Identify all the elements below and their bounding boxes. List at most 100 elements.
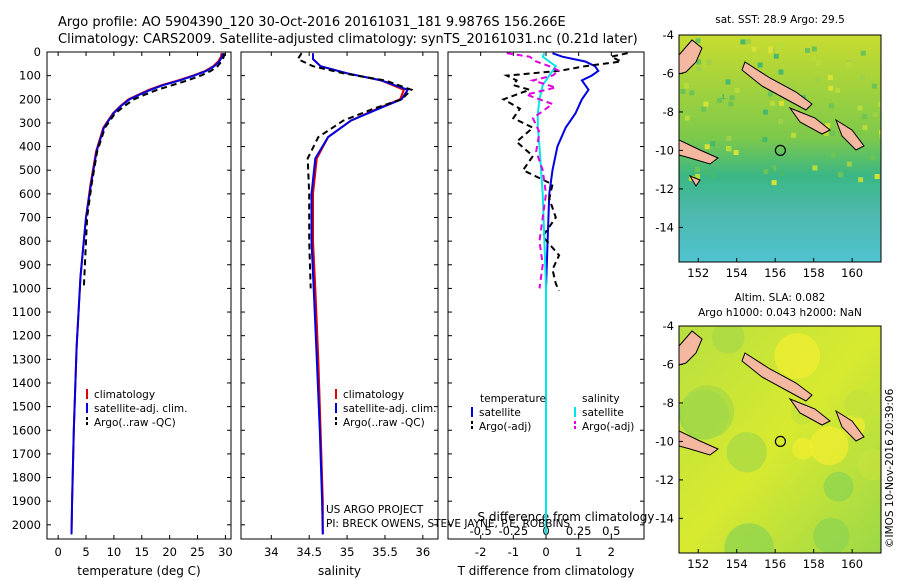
watermark-text: ©IMOS 10-Nov-2016 20:39:06 — [884, 388, 896, 548]
ytick-label-1800: 1800 — [12, 471, 41, 485]
xtick-label-salinity-1: 34.5 — [296, 545, 322, 559]
sst-map-xtick-label-158: 158 — [803, 266, 825, 280]
legend-label-salinity-1: satellite-adj. clim. — [343, 403, 436, 415]
legend-label-salinity-2: Argo(..raw -QC) — [343, 417, 425, 429]
sla-argo-marker — [774, 435, 787, 447]
sst-cell — [745, 39, 751, 45]
sst-argo-marker — [774, 144, 787, 156]
xlabel2-differences: S difference from climatology — [478, 510, 655, 524]
sst-cell — [711, 173, 717, 178]
sst-cell — [812, 165, 818, 171]
ytick-label-1900: 1900 — [12, 494, 41, 508]
sst-cell — [810, 55, 816, 61]
legend-label-temperature-0: climatology — [94, 389, 155, 401]
sst-cell — [696, 66, 702, 72]
project-text: US ARGO PROJECT — [326, 504, 424, 516]
sst-cell — [703, 101, 709, 107]
xtick-label-salinity-4: 36 — [416, 545, 431, 559]
xtick-label-temperature-6: 30 — [218, 545, 233, 559]
ytick-label-500: 500 — [19, 163, 41, 177]
xtick-label-differences-1: -1 — [508, 545, 519, 559]
xtick-label-temperature-5: 25 — [190, 545, 205, 559]
sst-cell — [704, 144, 710, 150]
ytick-label-1000: 1000 — [12, 281, 41, 295]
sst-map-xtick-label-160: 160 — [841, 266, 863, 280]
sst-cell — [694, 166, 700, 172]
sst-cell — [835, 87, 841, 93]
xlabel-salinity: salinity — [318, 564, 361, 578]
sst-map-ytick-label--12: -12 — [655, 182, 674, 196]
series-differences-0 — [545, 52, 600, 535]
frame-temperature — [46, 51, 232, 540]
sst-cell — [870, 155, 876, 161]
ytick-label-1300: 1300 — [12, 352, 41, 366]
xtick-label-differences-4: 2 — [608, 545, 615, 559]
sla-blob — [711, 326, 745, 354]
sla-map-ytick-label--10: -10 — [655, 434, 674, 448]
ytick-label-1100: 1100 — [12, 305, 41, 319]
sst-cell — [857, 105, 863, 111]
panel-differences: -2 -1 0 1 2 T difference from climatology -0.5… — [447, 51, 655, 578]
sst-cell — [728, 101, 734, 107]
header-line-2: Climatology: CARS2009. Satellite-adjuste… — [58, 32, 638, 47]
sst-cell — [740, 39, 746, 45]
sst-cell — [770, 100, 775, 106]
sst-cell — [763, 169, 769, 175]
sst-map-title: sat. SST: 28.9 Argo: 29.5 — [715, 14, 845, 26]
xtick-label-temperature-1: 5 — [82, 545, 89, 559]
xtick2-label-1: -0.25 — [498, 524, 528, 538]
ytick-label-0: 0 — [34, 45, 41, 59]
sst-cell — [768, 167, 774, 173]
xtick-label-temperature-4: 20 — [162, 545, 177, 559]
sst-cell — [779, 100, 785, 106]
xtick2-label-4: 0.5 — [602, 524, 620, 538]
sst-cell — [830, 152, 836, 158]
sst-cell — [703, 169, 709, 175]
sst-cell — [695, 38, 701, 44]
sst-cell — [710, 141, 716, 147]
sst-cell — [767, 91, 773, 97]
legend-s-satellite-label: satellite — [582, 407, 624, 419]
sla-map-xtick-label-152: 152 — [687, 557, 709, 571]
sst-cell — [729, 95, 735, 101]
ytick-label-1700: 1700 — [12, 447, 41, 461]
sst-cell — [726, 135, 732, 141]
sst-cell — [823, 130, 829, 136]
sst-cell — [830, 131, 835, 136]
sst-cell — [827, 75, 833, 80]
sla-map-subtitle: Argo h1000: 0.043 h2000: NaN — [698, 307, 862, 319]
sst-cell — [846, 161, 852, 167]
sst-cell — [717, 97, 723, 103]
sla-map-ytick-label--6: -6 — [663, 357, 674, 371]
sla-land-solomons-2 — [788, 397, 831, 426]
ytick-label-300: 300 — [19, 116, 41, 130]
sst-cell — [860, 50, 866, 56]
sst-cell — [757, 62, 763, 68]
series-salinity-2 — [296, 52, 414, 289]
sst-cell — [879, 133, 881, 139]
sla-map-axes: 152 154 156 158 160 -4 -6 -8 -10 -12 -14 — [655, 319, 863, 571]
series-temperature-1 — [70, 53, 224, 535]
sst-map-ytick-label--8: -8 — [663, 105, 674, 119]
sla-land-png-tail — [679, 430, 719, 456]
series-differences-2 — [536, 52, 558, 535]
series-temperature-0 — [70, 53, 223, 535]
sla-blob — [843, 389, 873, 419]
sst-cell — [811, 46, 817, 52]
sst-cell — [874, 174, 880, 179]
series-salinity-1 — [310, 53, 410, 535]
sla-map-xtick-label-154: 154 — [726, 557, 748, 571]
sst-cell — [696, 59, 702, 65]
sst-cell — [858, 177, 864, 183]
sla-blob — [774, 333, 821, 379]
sst-cell — [862, 114, 867, 120]
xtick-label-temperature-3: 15 — [134, 545, 149, 559]
sst-cell — [871, 83, 877, 89]
sla-blobs — [679, 326, 881, 553]
ytick-label-1400: 1400 — [12, 376, 41, 390]
ytick-label-2000: 2000 — [12, 518, 41, 532]
sst-cell — [785, 82, 791, 88]
sst-cell — [805, 48, 810, 53]
sst-cell — [724, 93, 730, 99]
